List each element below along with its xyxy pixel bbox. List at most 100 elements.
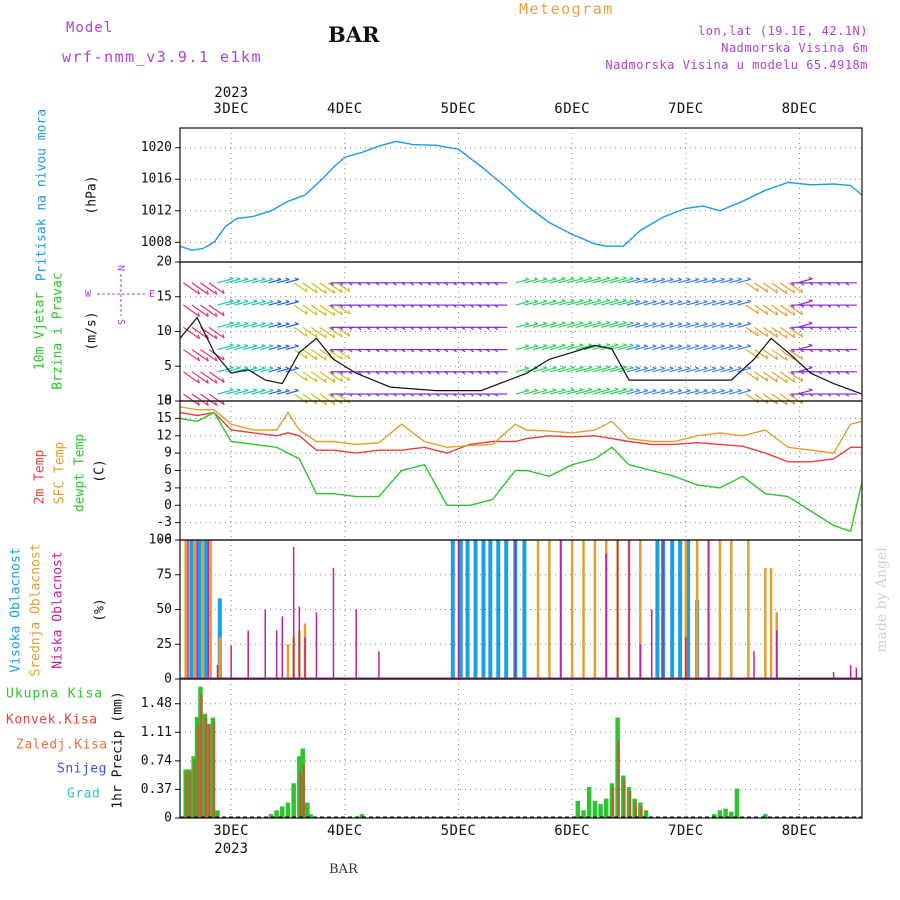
precip-label-conv: Konvek.Kisa: [6, 713, 98, 728]
wind-barb-flag: [375, 282, 380, 286]
wind-barb: [558, 322, 575, 328]
wind-barb: [191, 371, 209, 384]
wind-barb-flag: [315, 288, 318, 294]
wind-barb: [652, 323, 665, 328]
precip-y-tick-label: 0: [164, 811, 172, 826]
wind-barb: [558, 389, 575, 395]
wind-barb-flag: [756, 331, 759, 337]
wind-barb: [694, 390, 708, 395]
wind-barb-flag: [614, 298, 619, 302]
wind-barb-flag: [315, 377, 318, 383]
wind-barb: [208, 282, 225, 294]
wind-barb-flag: [643, 366, 648, 370]
wind-barb: [234, 278, 249, 284]
wind-barb: [200, 304, 218, 318]
wind-barb: [524, 389, 538, 395]
pressure-y-tick-label: 1020: [141, 140, 172, 155]
precip-conv-bar: [640, 806, 643, 818]
temperature-y-tick-label: 3: [164, 480, 172, 495]
wind-barb-flag: [686, 344, 691, 347]
wind-barb-flag: [694, 322, 700, 325]
wind-barb-flag: [561, 343, 566, 346]
wind-barb: [643, 323, 657, 328]
wind-barb-flag: [469, 326, 474, 331]
wind-barb-flag: [418, 326, 423, 331]
wind-barb-flag: [552, 343, 557, 347]
wind-barb-flag: [629, 365, 634, 369]
wind-barb-flag: [330, 282, 335, 286]
wind-barb: [541, 322, 557, 328]
wind-barb-flag: [524, 277, 530, 280]
wind-barb-flag: [524, 321, 530, 325]
wind-barb-flag: [703, 366, 708, 370]
low-cloud-bar: [457, 540, 460, 679]
precip-total-bar: [763, 814, 768, 818]
wind-barb-flag: [269, 321, 274, 325]
low-cloud-bar: [685, 637, 687, 679]
wind-barb: [754, 326, 769, 338]
wind-barb: [524, 345, 538, 351]
wind-barb: [259, 389, 274, 395]
wind-barb-flag: [765, 354, 769, 360]
low-cloud-bar: [849, 665, 852, 679]
wind-barb: [694, 323, 708, 328]
wind-barb: [208, 393, 225, 406]
wind-barb-flag: [494, 282, 499, 286]
wind-barb-flag: [729, 277, 734, 281]
wind-barb: [217, 300, 234, 306]
wind-barb-flag: [324, 378, 327, 383]
x-year-top: 2023: [214, 85, 248, 101]
wind-barb-flag: [214, 312, 218, 317]
wind-barb: [618, 300, 634, 306]
low-cloud-bar: [650, 609, 653, 679]
wind-barb-flag: [357, 326, 362, 331]
mid-cloud-bar: [184, 540, 187, 679]
wind-barb-flag: [339, 349, 344, 353]
wind-barb-flag: [746, 366, 752, 369]
wind-barb-flag: [339, 371, 344, 375]
mid-cloud-bar: [764, 567, 767, 679]
wind-barb: [583, 366, 602, 373]
wind-barb-flag: [261, 344, 266, 347]
wind-barb: [669, 367, 683, 373]
wind-barb: [635, 278, 648, 284]
wind-barb-flag: [543, 299, 548, 302]
wind-barb: [788, 349, 803, 360]
wind-barb-flag: [775, 311, 779, 316]
x-tick-label-bottom: 3DEC: [213, 823, 249, 839]
wind-barb: [541, 345, 557, 351]
temperature-y-tick-label: 18: [156, 394, 172, 409]
wind-barb-flag: [494, 393, 499, 397]
wind-barb: [575, 277, 593, 284]
wind-barb-flag: [800, 371, 805, 375]
wind-barb-flag: [818, 393, 823, 397]
wind-barb-flag: [340, 377, 343, 382]
wind-barb-flag: [588, 365, 593, 368]
high-cloud-bar: [496, 540, 501, 679]
precip-total-bar: [723, 808, 728, 818]
wind-barb-flag: [597, 298, 602, 302]
wind-barb-flag: [197, 312, 201, 317]
wind-barb: [583, 388, 602, 395]
temperature-y-tick-label: 0: [164, 498, 172, 513]
wind-barb: [583, 322, 602, 328]
wind-barb-flag: [737, 299, 742, 303]
x-tick-label-top: 5DEC: [441, 101, 477, 117]
wind-barb-flag: [375, 393, 380, 397]
wind-barb-flag: [330, 393, 335, 397]
wind-barb-flag: [277, 277, 282, 281]
wind-barb-flag: [635, 366, 641, 369]
wind-title-1: 10m Vjetar: [33, 292, 48, 370]
wind-barb-flag: [605, 365, 611, 368]
wind-barb-flag: [214, 357, 218, 362]
wind-barb-flag: [418, 304, 423, 308]
wind-barb-flag: [410, 326, 415, 331]
high-cloud-bar: [189, 540, 194, 679]
wind-barb: [779, 282, 796, 294]
wind-barb-flag: [543, 388, 548, 391]
wind-barb-flag: [561, 321, 566, 324]
wind-barb: [711, 345, 725, 351]
wind-barb-flag: [315, 333, 318, 338]
wind-barb-flag: [652, 366, 657, 370]
low-cloud-bar: [662, 540, 664, 679]
